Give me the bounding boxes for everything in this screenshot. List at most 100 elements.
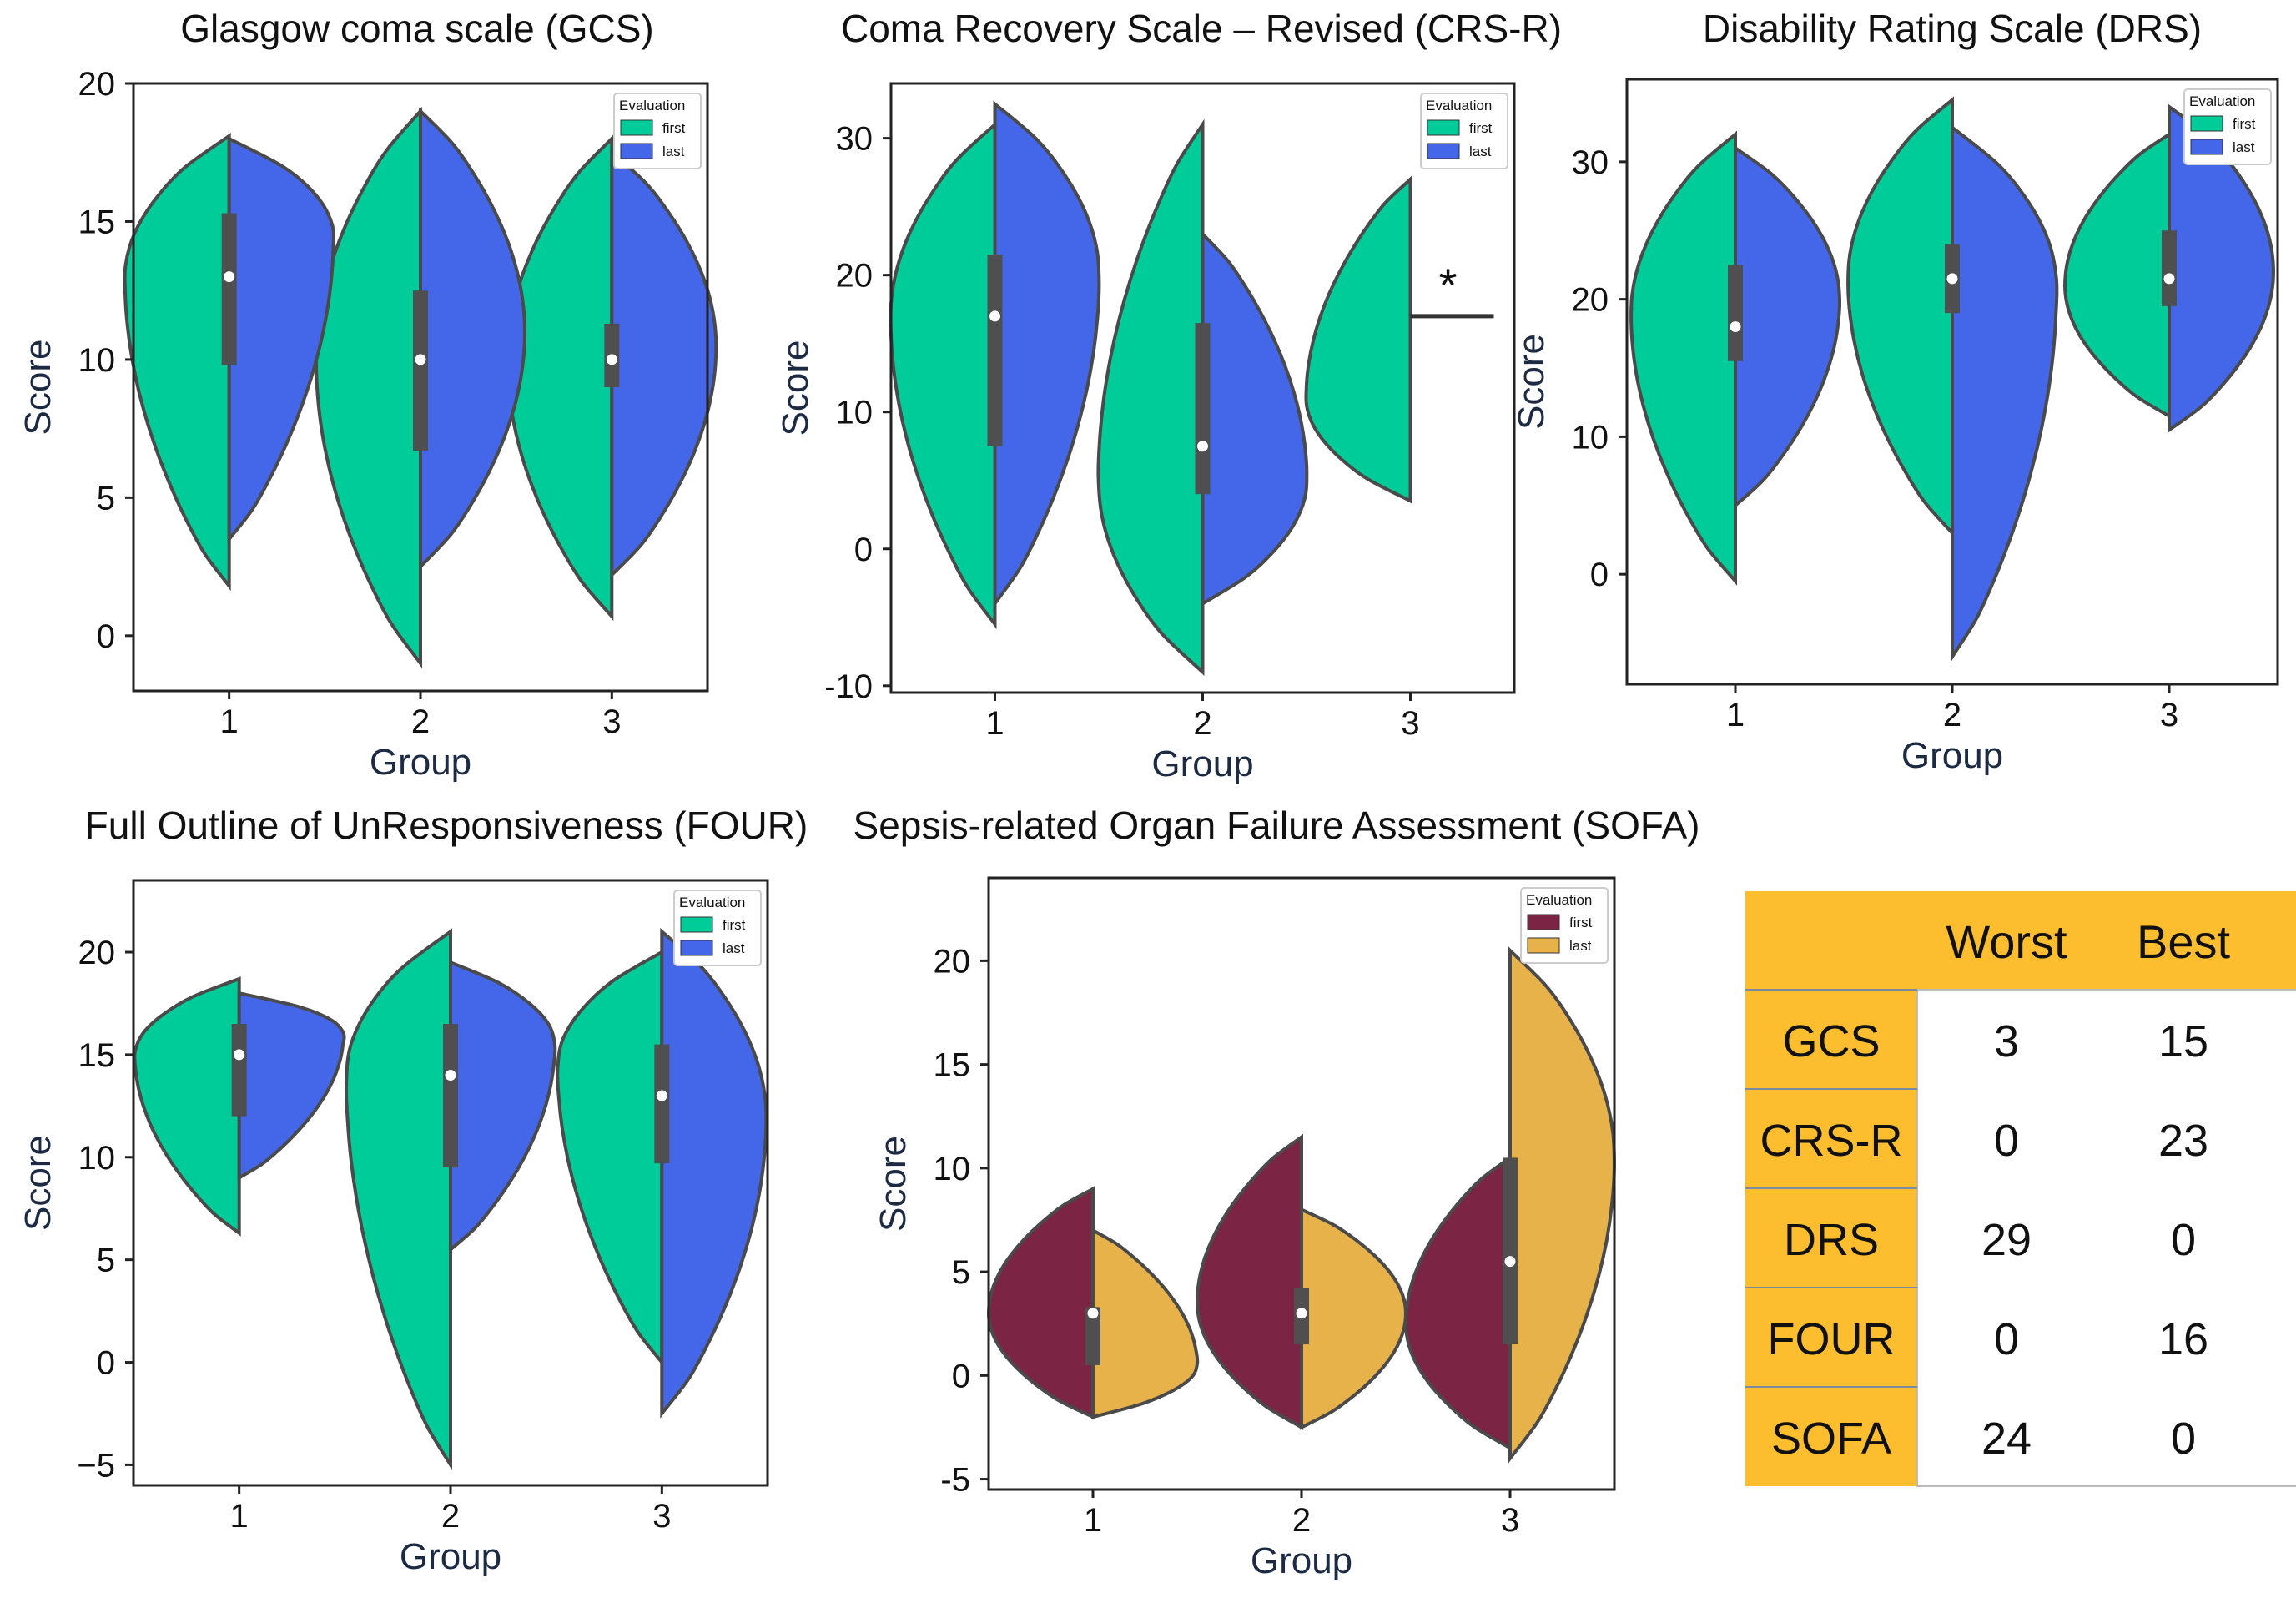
legend-entry-first: first — [723, 917, 746, 933]
violin-first-group-2 — [314, 106, 422, 669]
table-row-label: DRS — [1784, 1215, 1879, 1265]
y-axis-label: Score — [18, 340, 58, 436]
table-body — [1916, 989, 2296, 1487]
y-tick-label: 10 — [836, 395, 874, 431]
x-tick-label: 1 — [1084, 1502, 1102, 1539]
y-tick-label: 20 — [934, 943, 971, 980]
box-group-1 — [221, 213, 237, 365]
violin-first-group-2 — [1846, 96, 1954, 538]
chart-panel-4: Full Outline of UnResponsiveness (FOUR) −… — [18, 804, 808, 1577]
table-cell-best: 0 — [2171, 1414, 2196, 1464]
legend-title: Evaluation — [679, 895, 745, 910]
legend-entry-last: last — [1569, 938, 1592, 954]
x-tick-label: 3 — [1401, 705, 1419, 742]
violin-last-group-3 — [1508, 946, 1616, 1464]
median-marker-group-1 — [1086, 1307, 1100, 1320]
table-header-band — [1745, 891, 2296, 990]
legend-swatch-first — [1427, 119, 1460, 136]
y-axis-label: Score — [873, 1136, 914, 1232]
x-tick-label: 2 — [1292, 1502, 1311, 1539]
violin-first-group-1 — [133, 976, 241, 1237]
y-tick-label: 5 — [97, 1243, 115, 1279]
chart-title: Coma Recovery Scale – Revised (CRS-R) — [841, 7, 1562, 50]
legend-swatch-first — [1527, 914, 1560, 930]
chart-panel-1: Glasgow coma scale (GCS) 0 5 10 15 20 1 2 3 Group… — [18, 7, 718, 783]
y-tick-label: 10 — [78, 342, 116, 379]
table-cell-worst: 0 — [1994, 1116, 2019, 1166]
table-cell-worst: 29 — [1981, 1215, 2032, 1265]
box-group-1 — [231, 1024, 247, 1117]
legend-entry-first: first — [2233, 116, 2256, 132]
box-group-1 — [987, 255, 1003, 446]
x-axis-label: Group — [1901, 735, 2003, 776]
x-tick-label: 2 — [1943, 697, 1961, 733]
legend-swatch-last — [2190, 139, 2223, 155]
legend-swatch-last — [620, 143, 653, 159]
y-tick-label: 20 — [836, 258, 874, 295]
legend-entry-last: last — [1469, 144, 1492, 159]
violin-last-group-2 — [419, 107, 526, 572]
median-marker-group-3 — [655, 1089, 668, 1102]
violin-first-group-3 — [1403, 1154, 1512, 1451]
table-cell-best: 15 — [2158, 1016, 2208, 1066]
x-tick-label: 3 — [1501, 1502, 1519, 1539]
box-group-2 — [413, 290, 428, 451]
violin-first-group-3 — [556, 949, 664, 1368]
median-marker-group-3 — [1503, 1255, 1517, 1268]
box-group-2 — [1195, 323, 1211, 495]
chart-title: Glasgow coma scale (GCS) — [180, 7, 654, 50]
violin-first-group-3 — [506, 134, 614, 622]
median-marker-group-2 — [1946, 272, 1959, 285]
table-cell-worst: 24 — [1981, 1414, 2032, 1464]
y-axis-label: Score — [1511, 334, 1552, 430]
box-group-1 — [1728, 265, 1743, 361]
violin-last-group-1 — [227, 135, 335, 544]
median-marker-group-1 — [233, 1048, 246, 1061]
box-group-1 — [1085, 1307, 1100, 1365]
x-tick-label: 3 — [2160, 697, 2178, 733]
y-tick-label: 30 — [836, 121, 874, 158]
legend: Evaluation first last — [673, 890, 762, 966]
median-marker-group-1 — [989, 310, 1001, 323]
x-tick-label: 2 — [411, 703, 430, 740]
significance-marker: * — [1439, 259, 1458, 311]
legend: Evaluation first last — [2183, 88, 2272, 165]
x-tick-label: 1 — [220, 703, 239, 740]
x-axis-label: Group — [1251, 1540, 1352, 1581]
violin-first-group-1 — [889, 120, 997, 630]
median-marker-group-1 — [223, 270, 236, 284]
x-tick-label: 2 — [1193, 705, 1211, 742]
violin-first-group-2 — [1195, 1133, 1303, 1431]
x-axis-label: Group — [400, 1536, 501, 1577]
legend-swatch-first — [680, 916, 713, 933]
chart-panel-2: Coma Recovery Scale – Revised (CRS-R) * -1… — [775, 7, 1562, 784]
table-row-label: CRS-R — [1760, 1116, 1903, 1166]
y-axis-label: Score — [18, 1135, 58, 1231]
violin-first-group-3 — [2063, 131, 2171, 420]
y-axis-label: Score — [775, 340, 816, 436]
violin-last-group-2 — [1300, 1207, 1407, 1430]
y-tick-label: -10 — [824, 668, 873, 705]
box-group-3 — [1503, 1157, 1518, 1345]
table-row-label: SOFA — [1771, 1414, 1891, 1464]
y-tick-label: 20 — [1572, 282, 1609, 319]
y-tick-label: 15 — [934, 1047, 971, 1084]
table-header-worst: Worst — [1946, 915, 2067, 968]
violin-last-group-2 — [1201, 229, 1309, 607]
legend-swatch-last — [680, 940, 713, 956]
box-group-2 — [443, 1024, 458, 1168]
violin-last-group-1 — [1091, 1227, 1200, 1419]
violin-first-group-1 — [123, 133, 231, 592]
x-tick-label: 1 — [985, 705, 1004, 742]
violin-last-group-3 — [660, 927, 768, 1419]
x-tick-label: 1 — [230, 1498, 249, 1535]
chart-title: Full Outline of UnResponsiveness (FOUR) — [85, 804, 808, 847]
legend-swatch-first — [2190, 115, 2223, 132]
x-tick-label: 3 — [652, 1498, 671, 1535]
box-group-3 — [2162, 230, 2177, 306]
y-tick-label: 0 — [97, 618, 115, 655]
x-axis-label: Group — [370, 742, 471, 783]
table-cell-worst: 0 — [1994, 1314, 2019, 1364]
x-tick-label: 1 — [1726, 697, 1745, 733]
